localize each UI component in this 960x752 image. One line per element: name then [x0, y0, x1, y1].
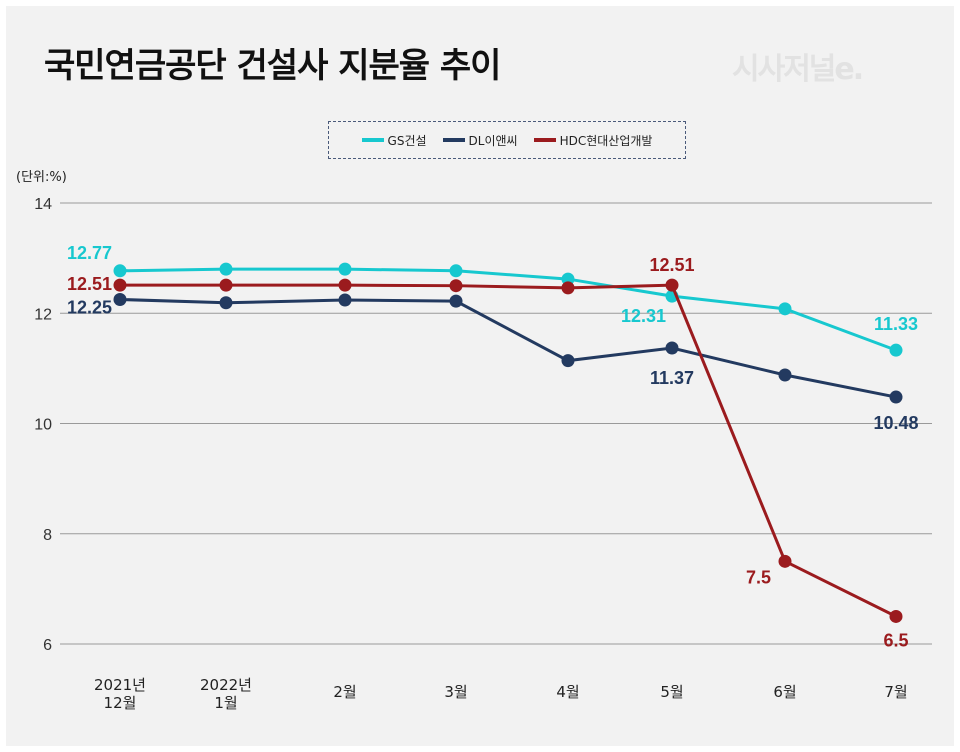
data-label: 12.31 [621, 306, 666, 326]
data-point [338, 278, 352, 292]
x-tick-label: 6월 [773, 683, 796, 701]
data-point [449, 264, 463, 278]
data-point [113, 264, 127, 278]
series-line [119, 297, 897, 399]
y-tick-label: 8 [43, 527, 52, 544]
data-label: 7.5 [746, 567, 771, 587]
legend-swatch [442, 138, 465, 142]
y-tick-label: 14 [34, 196, 52, 213]
data-label: 12.25 [67, 297, 112, 317]
x-tick-label: 5월 [660, 683, 683, 701]
legend-item-gs: GS건설 [361, 132, 427, 149]
data-point [665, 278, 679, 292]
x-tick-label: 3월 [444, 683, 467, 701]
x-tick-label: 7월 [884, 683, 907, 701]
data-label: 12.77 [67, 243, 112, 263]
y-tick-label: 10 [34, 417, 52, 434]
logo-watermark: 시사저널e. [732, 52, 864, 87]
data-point [219, 262, 233, 276]
data-label: 12.51 [67, 274, 112, 294]
data-point [889, 343, 903, 357]
data-point [338, 262, 352, 276]
data-point [889, 609, 903, 623]
y-tick-label: 12 [34, 306, 52, 323]
data-point [449, 279, 463, 293]
series-line [119, 267, 897, 352]
data-point [113, 292, 127, 306]
legend-label: GS건설 [387, 133, 427, 148]
unit-label: (단위:%) [16, 170, 67, 185]
legend-swatch [533, 138, 556, 142]
legend: GS건설 DL이앤씨 HDC현대산업개발 [328, 121, 686, 159]
data-point [665, 341, 679, 355]
x-tick-label: 2월 [333, 683, 356, 701]
data-point [778, 368, 792, 382]
data-label: 10.48 [873, 413, 918, 433]
legend-item-hdc: HDC현대산업개발 [533, 132, 653, 149]
data-point [219, 278, 233, 292]
data-point [219, 296, 233, 310]
data-label: 11.33 [874, 314, 918, 334]
data-point [113, 278, 127, 292]
x-tick-label: 2022년 1월 [200, 676, 252, 712]
y-tick-label: 6 [43, 637, 52, 654]
data-label: 12.51 [649, 255, 694, 275]
legend-item-dl: DL이앤씨 [442, 132, 518, 149]
data-point [778, 554, 792, 568]
data-label: 6.5 [883, 630, 908, 650]
x-tick-label: 2021년 12월 [94, 676, 146, 712]
chart-title: 국민연금공단 건설사 지분율 추이 [44, 46, 501, 86]
data-point [889, 390, 903, 404]
data-point [449, 294, 463, 308]
legend-label: HDC현대산업개발 [559, 133, 653, 148]
legend-label: DL이앤씨 [468, 133, 518, 148]
data-label: 11.37 [650, 368, 694, 388]
series-line [120, 283, 897, 618]
data-point [338, 293, 352, 307]
data-point [561, 354, 575, 368]
legend-swatch [361, 138, 384, 142]
data-point [778, 302, 792, 316]
x-tick-label: 4월 [556, 683, 579, 701]
data-point [561, 281, 575, 295]
